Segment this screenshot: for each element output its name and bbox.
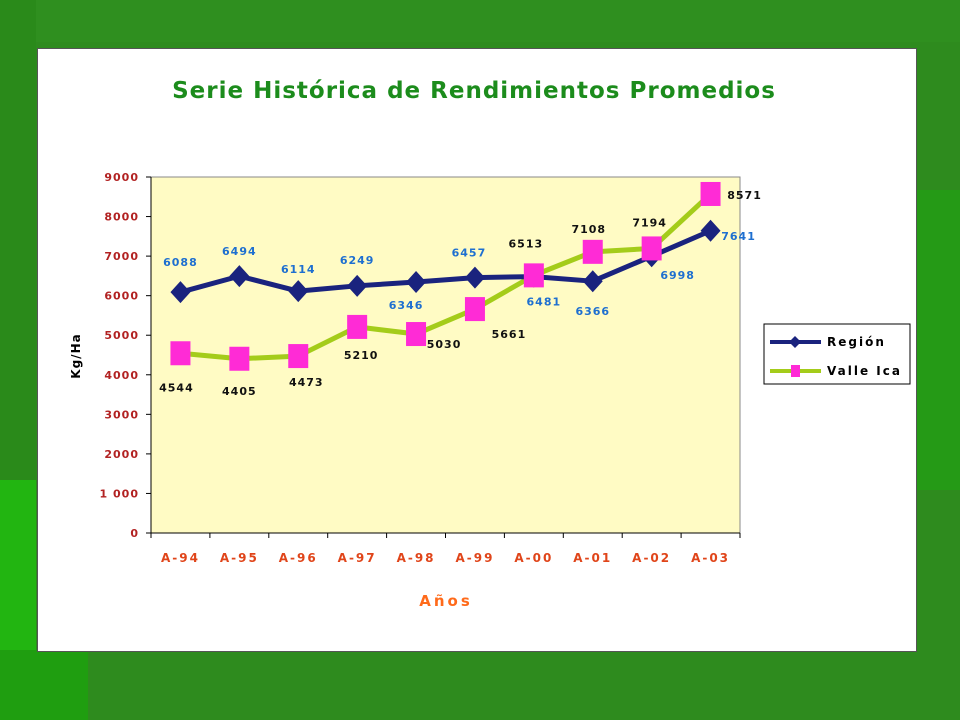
marker-region	[288, 280, 309, 303]
marker-valle-ica	[406, 322, 427, 347]
x-tick-label: A-00	[514, 551, 553, 565]
data-label-region: 7641	[721, 230, 756, 243]
marker-region	[406, 270, 427, 293]
data-label-valle-ica: 7194	[632, 216, 667, 229]
background-block-right	[916, 190, 960, 490]
background-band-top	[0, 0, 960, 42]
marker-region	[347, 274, 368, 297]
y-tick-label: 2000	[104, 448, 139, 461]
y-tick-label: 9000	[104, 171, 139, 184]
marker-valle-ica	[464, 297, 485, 322]
data-label-region: 6249	[340, 254, 375, 267]
data-label-region: 6457	[452, 247, 487, 260]
data-label-valle-ica: 5210	[344, 349, 379, 362]
x-tick-label: A-03	[691, 551, 730, 565]
marker-region	[229, 265, 250, 288]
data-label-region: 6088	[163, 256, 198, 269]
series-lines	[179, 192, 713, 362]
marker-valle-ica	[641, 236, 662, 261]
legend-label-region: Región	[827, 335, 886, 349]
data-label-valle-ica: 5661	[492, 328, 527, 341]
y-tick-label: 0	[130, 527, 139, 540]
data-label-valle-ica: 6513	[509, 237, 544, 250]
marker-region	[170, 281, 191, 304]
legend-label-ica: Valle Ica	[827, 364, 902, 378]
legend-marker-region	[789, 336, 801, 348]
marker-valle-ica	[288, 344, 309, 369]
x-tick-label: A-95	[220, 551, 259, 565]
x-tick-label: A-98	[397, 551, 436, 565]
marker-region	[582, 270, 603, 293]
x-tick-label: A-99	[455, 551, 494, 565]
background-block-bottom-left	[0, 650, 88, 720]
x-tick-label: A-96	[279, 551, 318, 565]
data-label-valle-ica: 4544	[159, 381, 194, 394]
data-label-valle-ica: 4473	[289, 376, 324, 389]
data-label-valle-ica: 7108	[571, 223, 606, 236]
data-label-valle-ica: 8571	[727, 189, 762, 202]
data-label-region: 6366	[575, 305, 610, 318]
data-label-valle-ica: 4405	[222, 385, 257, 398]
marker-region	[700, 219, 721, 242]
y-tick-label: 7000	[104, 250, 139, 263]
legend-marker-ica	[791, 365, 800, 377]
series-markers	[170, 181, 721, 371]
line-chart: Serie Histórica de Rendimientos Promedio…	[69, 78, 911, 610]
data-label-region: 6998	[660, 269, 695, 282]
data-label-valle-ica: 5030	[427, 338, 462, 351]
data-labels: 6088 6494 6114 6249 6346 6457 6481 6366 6998 7641…	[159, 189, 762, 398]
y-tick-label: 6000	[104, 290, 139, 303]
chart-title: Serie Histórica de Rendimientos Promedio…	[172, 78, 776, 104]
marker-valle-ica	[229, 346, 250, 371]
y-axis-label: Kg/Ha	[69, 333, 83, 378]
series-line-valle-ica	[180, 192, 713, 362]
x-axis-ticks: A-94 A-95 A-96 A-97 A-98 A-99 A-00 A-01 A-02 A-03	[150, 533, 741, 565]
data-label-region: 6346	[389, 299, 424, 312]
legend-box	[763, 323, 911, 385]
marker-region	[464, 266, 485, 289]
y-tick-label: 3000	[104, 408, 139, 421]
marker-valle-ica	[700, 181, 721, 206]
x-tick-label: A-01	[573, 551, 612, 565]
y-tick-label: 8000	[104, 211, 139, 224]
data-label-region: 6494	[222, 245, 257, 258]
marker-valle-ica	[347, 314, 368, 339]
y-tick-label: 4000	[104, 369, 139, 382]
y-tick-label: 1 000	[100, 487, 139, 500]
marker-valle-ica	[582, 239, 603, 264]
y-tick-label: 5000	[104, 329, 139, 342]
x-tick-label: A-97	[338, 551, 377, 565]
x-tick-label: A-94	[161, 551, 200, 565]
marker-valle-ica	[170, 341, 191, 366]
data-label-region: 6114	[281, 263, 316, 276]
chart-slide: Serie Histórica de Rendimientos Promedio…	[37, 48, 917, 652]
marker-valle-ica	[523, 263, 544, 288]
x-axis-label: Años	[419, 592, 473, 610]
x-tick-label: A-02	[632, 551, 671, 565]
legend: Región Valle Ica	[763, 323, 911, 385]
series-line-region	[179, 228, 712, 295]
y-axis-ticks: 0 1 000 2000 3000 4000 5000 6000 7000 8000 9000	[100, 171, 151, 540]
data-label-region: 6481	[527, 296, 562, 309]
